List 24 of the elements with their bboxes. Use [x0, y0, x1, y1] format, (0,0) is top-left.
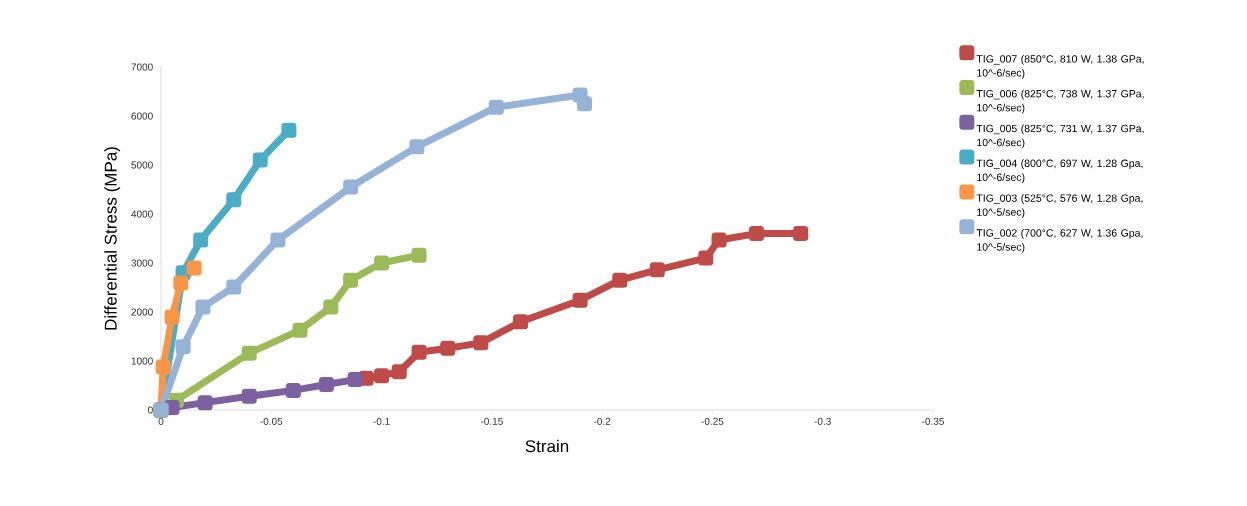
legend-label: TIG_003 (525°C, 576 W, 1.28 Gpa, 10^-5/sec) — [976, 194, 1143, 218]
x-tick-label: -0.35 — [922, 417, 944, 425]
y-tick-label: 7000 — [131, 63, 153, 71]
y-axis-title: Differential Stress (MPa) — [104, 147, 121, 330]
x-tick-label: 0 — [158, 417, 164, 425]
y-tick-label: 2000 — [131, 308, 153, 316]
x-axis-title: Strain — [525, 439, 569, 453]
legend-label: TIG_006 (825°C, 738 W, 1.37 GPa, 10^-6/sec) — [976, 89, 1144, 114]
x-tick-label: -0.2 — [593, 417, 611, 425]
y-tick-label: 4000 — [131, 210, 153, 218]
y-tick-label: 3000 — [131, 259, 153, 267]
x-tick-label: -0.1 — [373, 417, 390, 425]
legend-label: TIG_002 (700°C, 627 W, 1.36 Gpa, 10^-5/sec) — [976, 228, 1143, 253]
y-tick-label: 0 — [148, 406, 153, 414]
x-tick-label: -0.15 — [480, 417, 503, 425]
legend-label: TIG_004 (800°C, 697 W, 1.28 Gpa, 10^-6/sec) — [976, 159, 1143, 184]
x-tick-label: -0.3 — [814, 417, 831, 425]
x-tick-label: -0.05 — [260, 417, 283, 425]
legend-label: TIG_007 (850°C, 810 W, 1.38 GPa, 10^-6/sec) — [976, 54, 1144, 79]
y-tick-label: 6000 — [131, 112, 153, 120]
y-tick-label: 5000 — [131, 161, 153, 169]
x-tick-label: -0.25 — [701, 417, 724, 425]
y-tick-label: 1000 — [131, 357, 153, 365]
legend-label: TIG_005 (825°C, 731 W, 1.37 GPa, 10^-6/sec) — [976, 124, 1144, 149]
